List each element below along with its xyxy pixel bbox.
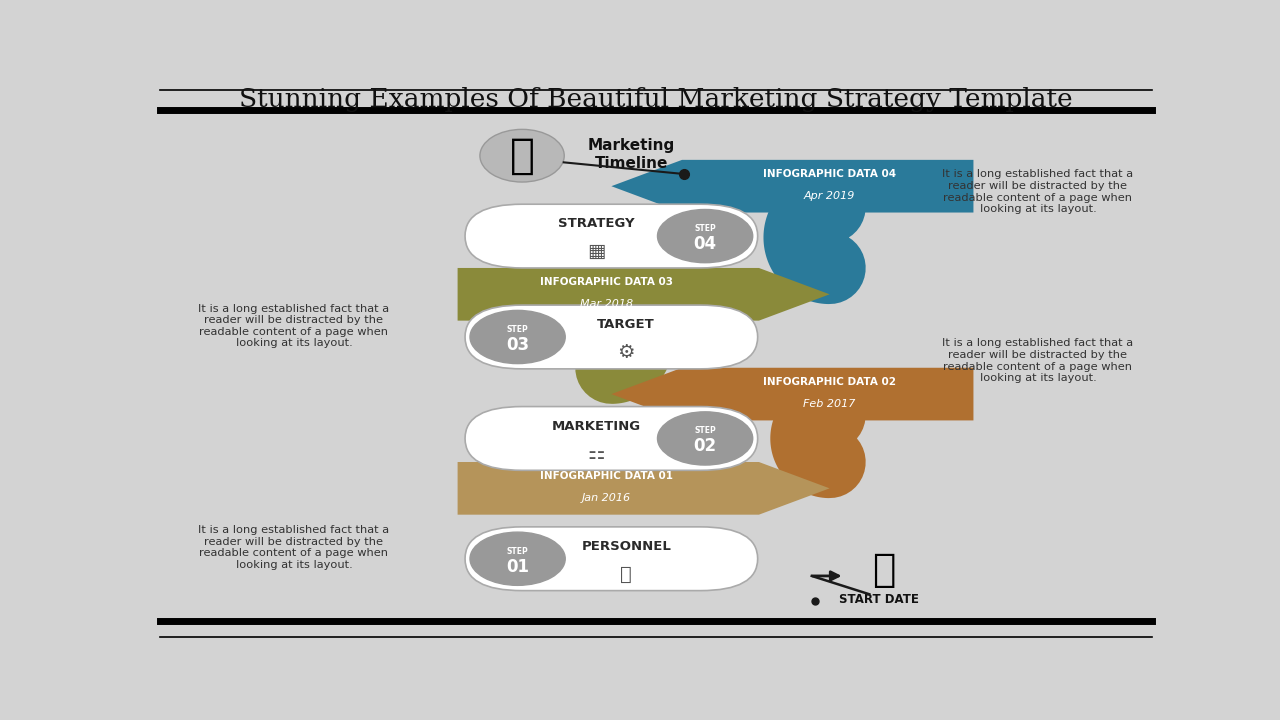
FancyBboxPatch shape xyxy=(465,204,758,268)
Text: Apr 2019: Apr 2019 xyxy=(804,192,855,201)
Text: 🏆: 🏆 xyxy=(509,135,535,176)
FancyBboxPatch shape xyxy=(465,527,758,590)
Text: PERSONNEL: PERSONNEL xyxy=(581,540,671,553)
Circle shape xyxy=(470,310,566,364)
Text: Feb 2017: Feb 2017 xyxy=(804,399,856,409)
Text: INFOGRAPHIC DATA 01: INFOGRAPHIC DATA 01 xyxy=(540,471,673,481)
Text: Stunning Examples Of Beautiful Marketing Strategy Template: Stunning Examples Of Beautiful Marketing… xyxy=(239,87,1073,112)
Text: STEP: STEP xyxy=(507,546,529,556)
FancyBboxPatch shape xyxy=(465,407,758,470)
Text: STEP: STEP xyxy=(694,224,716,233)
Text: INFOGRAPHIC DATA 03: INFOGRAPHIC DATA 03 xyxy=(540,277,673,287)
Circle shape xyxy=(658,210,753,263)
Text: It is a long established fact that a
reader will be distracted by the
readable c: It is a long established fact that a rea… xyxy=(198,526,389,570)
Text: MARKETING: MARKETING xyxy=(552,420,641,433)
Polygon shape xyxy=(458,462,829,515)
Text: Jan 2016: Jan 2016 xyxy=(582,493,631,503)
Ellipse shape xyxy=(480,130,564,182)
FancyBboxPatch shape xyxy=(465,305,758,369)
Text: INFOGRAPHIC DATA 02: INFOGRAPHIC DATA 02 xyxy=(763,377,896,387)
Text: It is a long established fact that a
reader will be distracted by the
readable c: It is a long established fact that a rea… xyxy=(198,304,389,348)
Text: It is a long established fact that a
reader will be distracted by the
readable c: It is a long established fact that a rea… xyxy=(942,338,1134,383)
Polygon shape xyxy=(458,268,829,320)
Polygon shape xyxy=(612,368,973,420)
Polygon shape xyxy=(612,160,973,212)
Text: 03: 03 xyxy=(506,336,529,354)
Text: STRATEGY: STRATEGY xyxy=(558,217,635,230)
Text: ⚏: ⚏ xyxy=(588,444,605,464)
Text: STEP: STEP xyxy=(694,426,716,436)
Text: ⚙: ⚙ xyxy=(617,343,635,362)
Text: Marketing
Timeline: Marketing Timeline xyxy=(588,138,675,171)
Circle shape xyxy=(658,412,753,465)
Text: TARGET: TARGET xyxy=(598,318,655,331)
Text: 02: 02 xyxy=(694,438,717,456)
Text: Mar 2018: Mar 2018 xyxy=(580,300,634,310)
Text: INFOGRAPHIC DATA 04: INFOGRAPHIC DATA 04 xyxy=(763,169,896,179)
Text: 04: 04 xyxy=(694,235,717,253)
Text: ▦: ▦ xyxy=(588,242,605,261)
Text: It is a long established fact that a
reader will be distracted by the
readable c: It is a long established fact that a rea… xyxy=(942,169,1134,214)
Circle shape xyxy=(470,532,566,585)
Text: START DATE: START DATE xyxy=(840,593,919,606)
Text: 🏃: 🏃 xyxy=(873,552,896,590)
Text: STEP: STEP xyxy=(507,325,529,334)
Text: 01: 01 xyxy=(506,558,529,576)
Text: ⏱: ⏱ xyxy=(621,564,632,584)
